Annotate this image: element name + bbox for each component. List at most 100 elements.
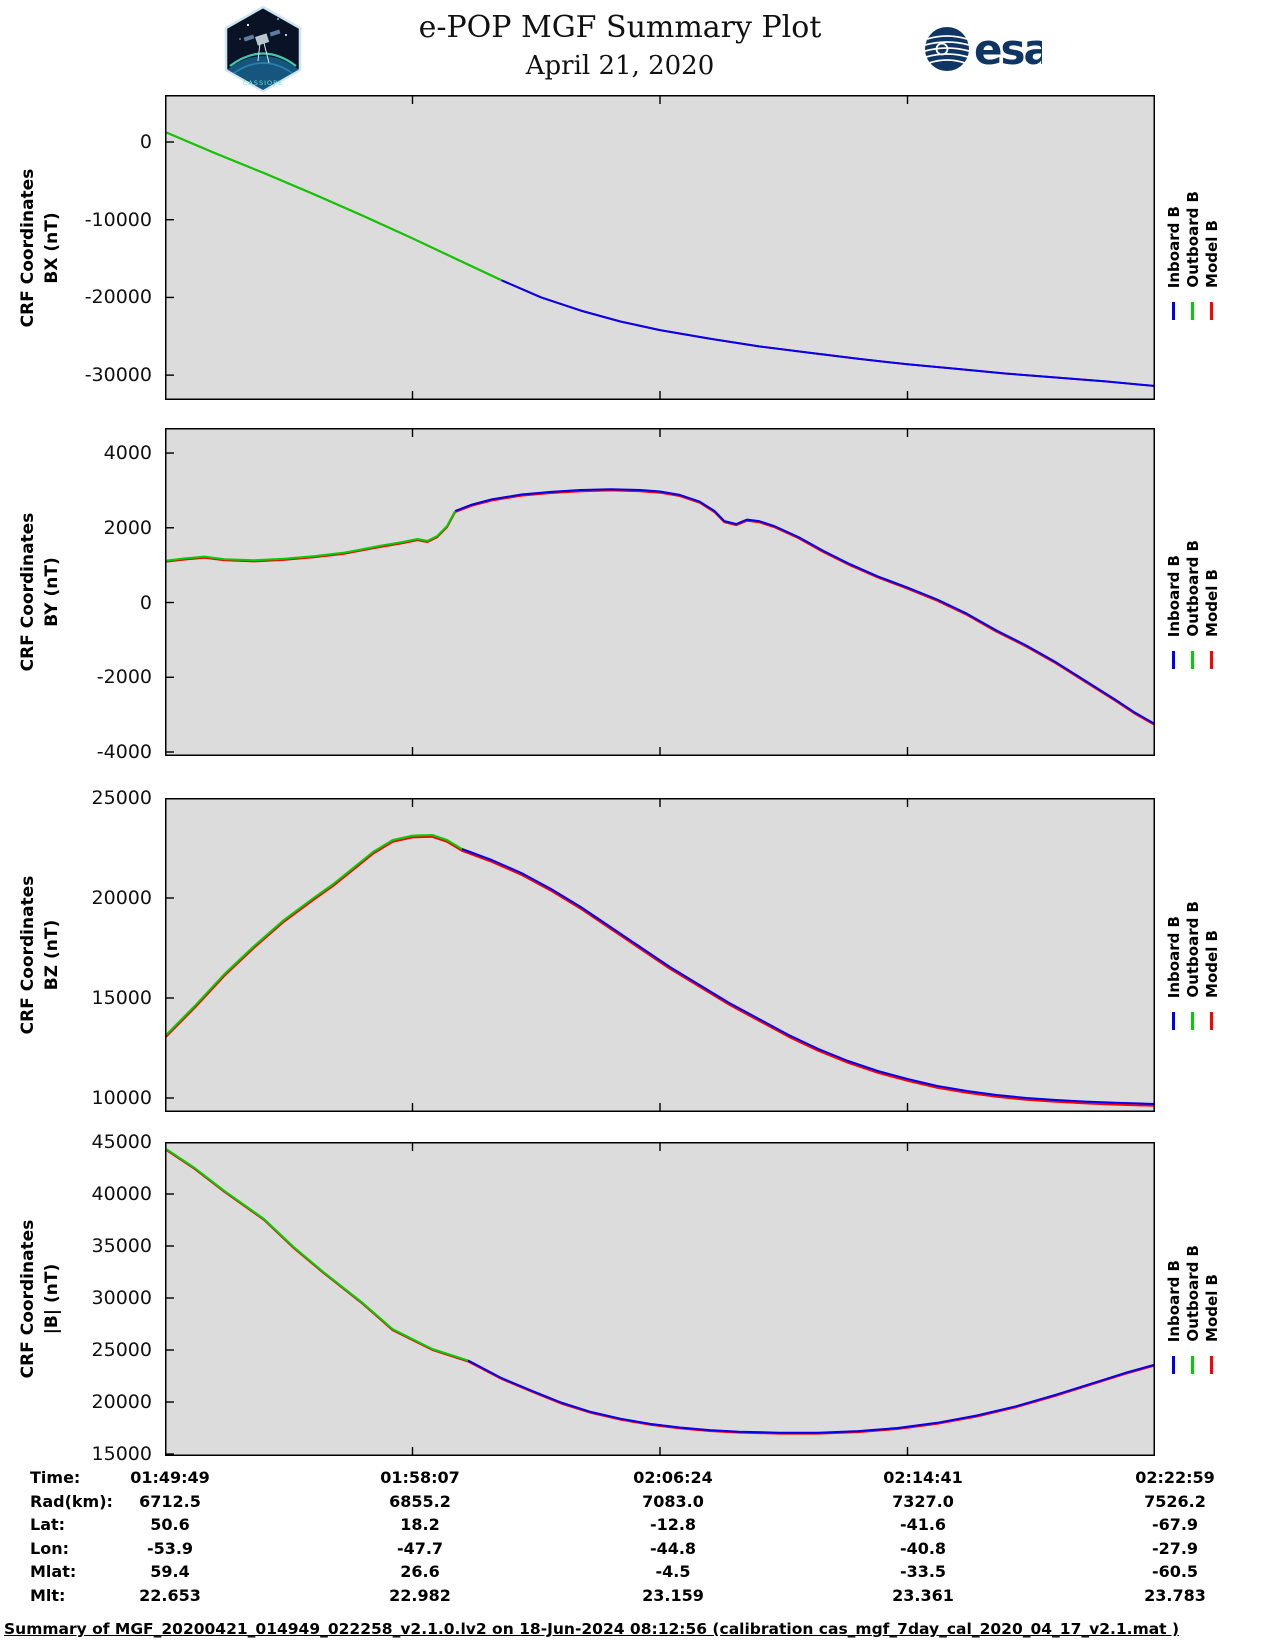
y-tick-label: 40000 [91, 1183, 152, 1205]
plot-background [165, 798, 1155, 1112]
legend-bx: Inboard B Outboard B Model B [1162, 95, 1234, 400]
legend-b: Inboard B Outboard B Model B [1162, 1142, 1234, 1456]
series-line-model-b [165, 835, 1155, 1107]
plot-background [165, 1142, 1155, 1456]
footer-value: -53.9 [146, 1539, 194, 1558]
legend-label-model-b: Model B [1203, 220, 1221, 288]
series-line-model-b [165, 489, 1155, 726]
y-tick-label: -30000 [84, 364, 152, 387]
y-axis-label-wrap: CRF Coordinates BX (nT) [10, 95, 70, 400]
plot-panel-bx [165, 95, 1155, 400]
y-axis-label: CRF Coordinates |B| (nT) [16, 1220, 64, 1379]
footer-value: -12.8 [649, 1515, 697, 1534]
esa-logo: esa [924, 25, 1042, 74]
y-axis-label-line1: CRF Coordinates [18, 512, 38, 672]
legend-label-inboard-b: Inboard B [1165, 205, 1183, 288]
legend-by: Inboard B Outboard B Model B [1162, 428, 1234, 756]
footer-value: 23.159 [642, 1586, 704, 1605]
series-line-outboard-b [165, 834, 463, 1037]
plot-background [165, 428, 1155, 756]
legend-label-model-b: Model B [1203, 1274, 1221, 1342]
footer-value: 23.783 [1144, 1586, 1206, 1605]
summary-line: Summary of MGF_20200421_014949_022258_v2… [4, 1620, 1180, 1638]
footer-value: 6712.5 [139, 1492, 201, 1511]
footer-value: -33.5 [899, 1562, 947, 1581]
y-tick-label: 45000 [91, 1131, 152, 1153]
y-tick-label: 25000 [91, 1339, 152, 1362]
series-line-inboard-b [461, 848, 1155, 1105]
y-tick-label: 15000 [91, 1443, 152, 1466]
y-tick-label: 0 [139, 591, 152, 614]
legend-label-outboard-b: Outboard B [1184, 191, 1202, 288]
footer-value: 02:22:59 [1135, 1468, 1215, 1487]
axes-border [165, 428, 1155, 756]
series-line-outboard-b [165, 130, 503, 282]
footer-value: 26.6 [400, 1562, 440, 1581]
patch-satellite-icon [243, 29, 281, 64]
legend-label-outboard-b: Outboard B [1184, 1245, 1202, 1342]
y-axis-label-line2: |B| (nT) [42, 1263, 62, 1335]
y-tick-label: -4000 [96, 741, 152, 763]
y-axis-label: CRF Coordinates BY (nT) [16, 513, 64, 672]
legend-sample-inboard-b [1172, 1356, 1175, 1374]
y-axis-label-line1: CRF Coordinates [18, 168, 38, 327]
footer-value: 59.4 [150, 1562, 190, 1581]
series-line-inboard-b [467, 1359, 1155, 1434]
axes-border [165, 1142, 1155, 1456]
legend-label-inboard-b: Inboard B [1165, 554, 1183, 637]
legend-label-model-b: Model B [1203, 930, 1221, 998]
y-axis-label-line2: BZ (nT) [42, 919, 62, 991]
footer-value: -67.9 [1151, 1515, 1199, 1534]
footer-value: 50.6 [150, 1515, 190, 1534]
footer-value: -4.5 [655, 1562, 691, 1581]
y-tick-label: 15000 [91, 987, 152, 1009]
legend-label-outboard-b: Outboard B [1184, 540, 1202, 637]
legend-sample-outboard-b [1191, 651, 1194, 669]
y-tick-label: 4000 [103, 442, 152, 465]
legend-label-outboard-b: Outboard B [1184, 901, 1202, 998]
footer-value: 22.982 [389, 1586, 451, 1605]
footer-value: 7327.0 [892, 1492, 954, 1511]
patch-aurora-arc [229, 52, 297, 67]
y-axis-label-wrap: CRF Coordinates |B| (nT) [10, 1142, 70, 1456]
series-line-outboard-b [165, 1147, 469, 1362]
esa-wordmark: esa [974, 25, 1042, 74]
y-axis-label-wrap: CRF Coordinates BY (nT) [10, 428, 70, 756]
plot-panel-b [165, 1142, 1155, 1456]
legend-label-inboard-b: Inboard B [1165, 1259, 1183, 1342]
legend-sample-inboard-b [1172, 302, 1175, 320]
axes-border [165, 798, 1155, 1112]
legend-label-model-b: Model B [1203, 569, 1221, 637]
y-tick-label: 0 [139, 131, 152, 153]
axes-border [165, 95, 1155, 400]
legend-sample-model-b [1210, 1356, 1213, 1374]
footer-row-label-mlt: Mlt: [30, 1586, 66, 1605]
footer-value: -40.8 [899, 1539, 947, 1558]
legend-sample-model-b [1210, 651, 1213, 669]
footer-row-label-time: Time: [30, 1468, 81, 1487]
legend-sample-inboard-b [1172, 651, 1175, 669]
y-tick-label: -2000 [96, 666, 152, 689]
y-axis-label-line2: BY (nT) [42, 557, 62, 627]
title-block: e-POP MGF Summary Plot April 21, 2020 [330, 10, 910, 81]
y-tick-label: 2000 [103, 516, 152, 539]
footer-value: -27.9 [1151, 1539, 1199, 1558]
page-date: April 21, 2020 [525, 51, 715, 81]
footer-value: 01:58:07 [380, 1468, 460, 1487]
page-title: e-POP MGF Summary Plot [418, 10, 822, 45]
legend-sample-outboard-b [1191, 1012, 1194, 1030]
y-axis-label: CRF Coordinates BZ (nT) [16, 876, 64, 1035]
footer-row-label-lat: Lat: [30, 1515, 66, 1534]
footer-row-label-lon: Lon: [30, 1539, 69, 1558]
legend-sample-model-b [1210, 302, 1213, 320]
cassiope-mission-patch: CASSIOPE [224, 5, 302, 93]
y-tick-label: -10000 [84, 208, 152, 231]
esa-globe-icon [924, 27, 970, 71]
y-tick-label: -20000 [84, 286, 152, 309]
legend-sample-inboard-b [1172, 1012, 1175, 1030]
footer-value: 02:06:24 [633, 1468, 713, 1487]
footer-value: 01:49:49 [130, 1468, 210, 1487]
legend-sample-outboard-b [1191, 302, 1194, 320]
y-axis-label-line1: CRF Coordinates [18, 875, 38, 1035]
